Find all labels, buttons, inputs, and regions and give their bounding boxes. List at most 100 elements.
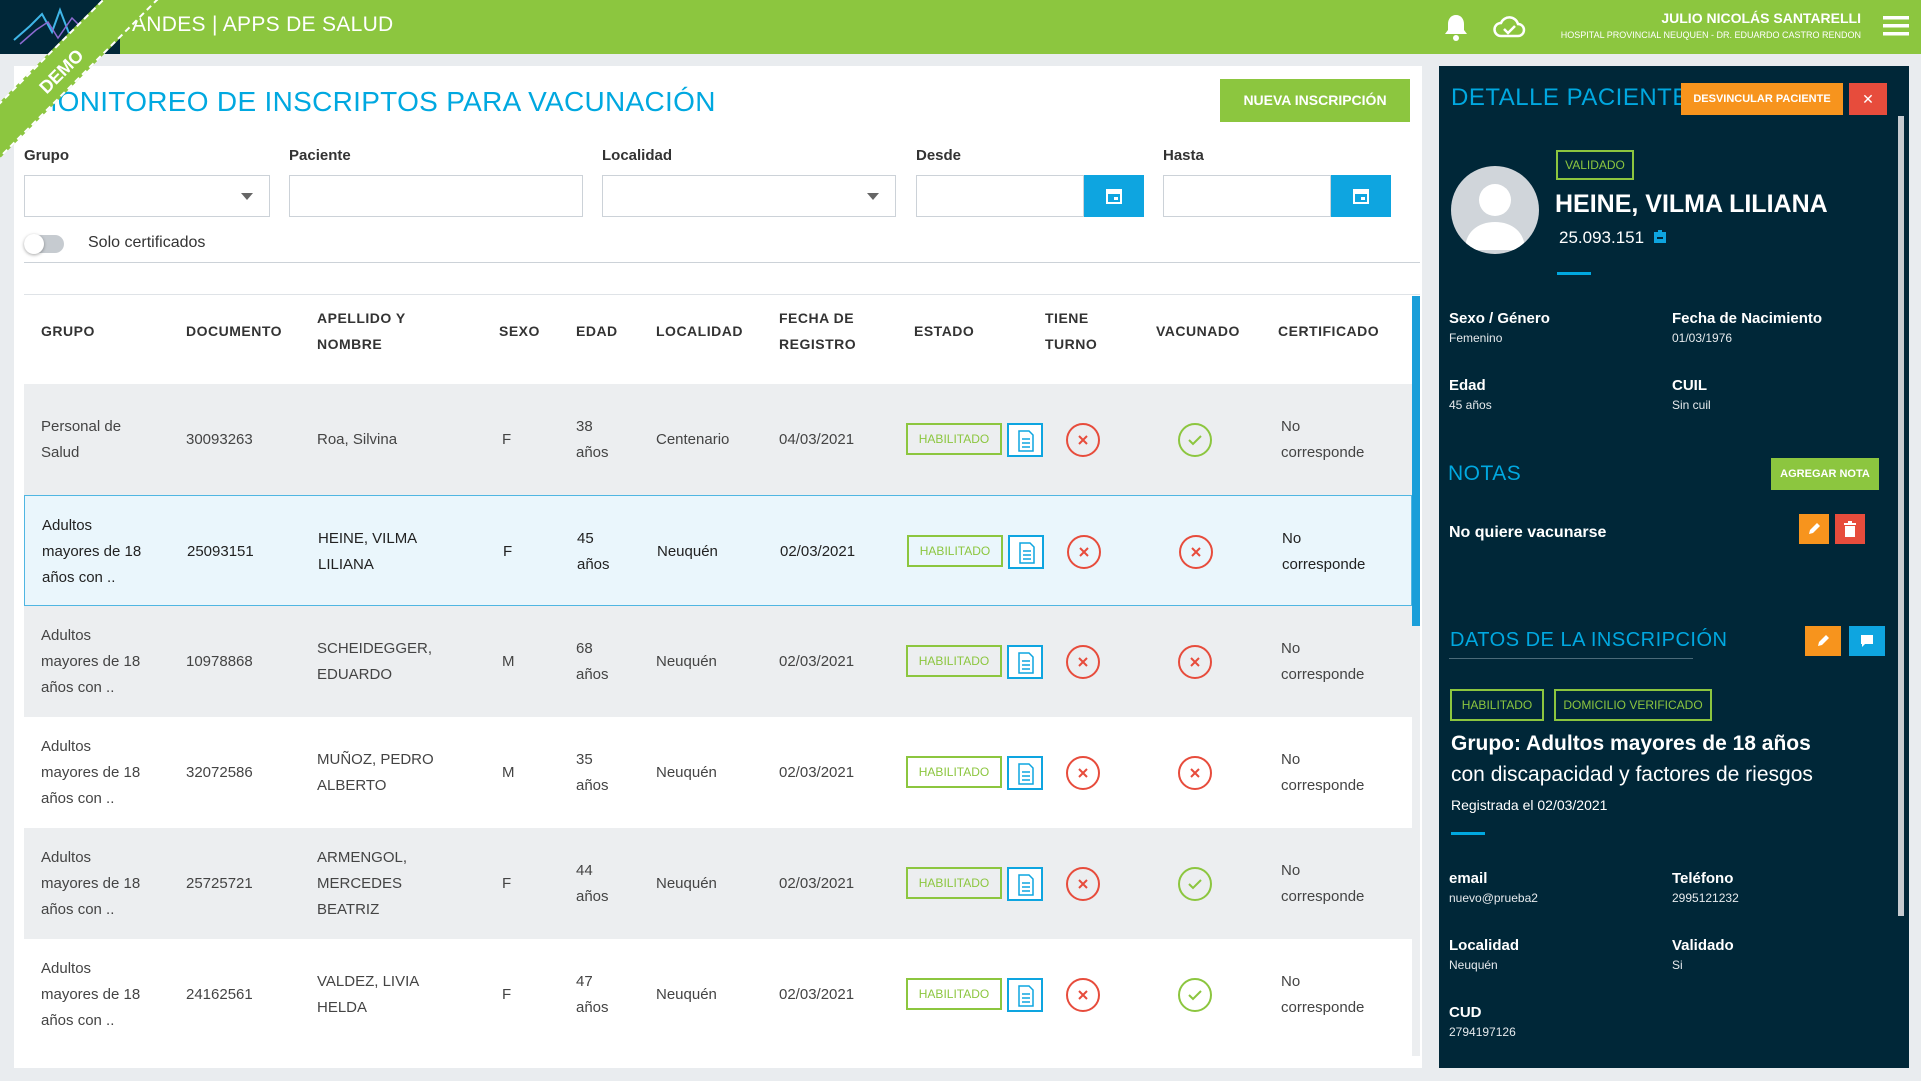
check-circle-icon	[1178, 422, 1212, 457]
grupo-select[interactable]	[24, 175, 270, 217]
divider	[1449, 658, 1693, 659]
inscriptos-table: GRUPO DOCUMENTO APELLIDO Y NOMBRE SEXO E…	[24, 296, 1412, 1056]
view-document-button[interactable]	[1007, 866, 1043, 901]
localidad-select[interactable]	[602, 175, 896, 217]
fecha-cell: 02/03/2021	[779, 763, 855, 781]
nombre-cell: HEINE, VILMA	[318, 529, 418, 547]
table-row[interactable]: Personal de Salud 30093263 Roa, Silvina F 38 a…	[24, 384, 1412, 495]
unlink-patient-button[interactable]: DESVINCULAR PACIENTE	[1681, 83, 1843, 115]
nombre-cell: MUÑOZ, PEDRO	[317, 750, 434, 768]
table-row[interactable]: Adultos mayores de 18 años con .. 25093151 H…	[24, 495, 1412, 606]
estado-badge: HABILITADO	[907, 534, 1003, 567]
bell-icon[interactable]	[1442, 12, 1470, 42]
hasta-calendar-button[interactable]	[1331, 175, 1391, 217]
certificado-cell: corresponde	[1281, 998, 1365, 1016]
avatar	[1451, 166, 1539, 254]
view-document-button[interactable]	[1007, 644, 1043, 679]
header-fecha-1[interactable]: FECHA DE	[779, 310, 855, 326]
solo-certificados-label: Solo certificados	[88, 234, 206, 251]
patient-detail-panel: DETALLE PACIENTE DESVINCULAR PACIENTE ✕ …	[1439, 66, 1909, 1068]
user-name: JULIO NICOLÁS SANTARELLI	[1661, 10, 1861, 26]
cud-label: CUD	[1449, 1004, 1482, 1021]
certificado-cell: No	[1281, 417, 1301, 435]
certificado-cell: No	[1281, 861, 1301, 879]
new-inscription-button[interactable]: NUEVA INSCRIPCIÓN	[1220, 79, 1410, 122]
header-apellido-2[interactable]: NOMBRE	[317, 336, 383, 352]
user-silhouette-icon	[1465, 184, 1525, 250]
patient-name: HEINE, VILMA LILIANA	[1555, 190, 1828, 218]
close-panel-button[interactable]: ✕	[1849, 83, 1887, 115]
paciente-label: Paciente	[289, 147, 351, 164]
header-vacunado[interactable]: VACUNADO	[1156, 323, 1240, 339]
table-row[interactable]: Adultos mayores de 18 años con .. 24162561 V…	[24, 939, 1412, 1050]
header-apellido-1[interactable]: APELLIDO Y	[317, 310, 406, 326]
header-edad[interactable]: EDAD	[576, 323, 618, 339]
certificado-cell: corresponde	[1281, 665, 1365, 683]
view-document-button[interactable]	[1008, 534, 1044, 569]
user-info[interactable]: JULIO NICOLÁS SANTARELLI HOSPITAL PROVIN…	[1561, 10, 1861, 40]
nombre-cell: VALDEZ, LIVIA	[317, 972, 420, 990]
grupo-cell: Adultos	[41, 848, 92, 866]
notes-title: NOTAS	[1448, 462, 1522, 485]
header-turno-2[interactable]: TURNO	[1045, 336, 1098, 352]
status-badge: VALIDADO	[1556, 150, 1634, 180]
delete-note-button[interactable]	[1835, 514, 1865, 544]
detail-scrollbar[interactable]	[1898, 116, 1904, 916]
grupo-label: Grupo	[24, 147, 69, 164]
edit-note-button[interactable]	[1799, 514, 1829, 544]
chevron-down-icon	[241, 193, 253, 200]
x-circle-icon	[1178, 755, 1212, 790]
solo-certificados-toggle[interactable]	[24, 234, 64, 254]
fecha-cell: 02/03/2021	[779, 985, 855, 1003]
comment-icon	[1861, 635, 1873, 647]
divider	[1451, 832, 1485, 835]
id-card-icon	[1653, 230, 1666, 243]
header-localidad[interactable]: LOCALIDAD	[656, 323, 743, 339]
x-circle-icon	[1066, 755, 1100, 790]
menu-icon[interactable]	[1883, 15, 1909, 37]
nombre-cell: ARMENGOL,	[317, 848, 408, 866]
grupo-cell: Adultos	[41, 737, 92, 755]
certificado-cell: corresponde	[1281, 887, 1365, 905]
nombre-cell: EDUARDO	[317, 665, 393, 683]
nombre-cell: ALBERTO	[317, 776, 387, 794]
header-sexo[interactable]: SEXO	[499, 323, 540, 339]
table-scrollbar[interactable]	[1412, 296, 1420, 1056]
x-circle-icon	[1066, 422, 1100, 457]
documento-cell: 24162561	[186, 985, 253, 1003]
header-documento[interactable]: DOCUMENTO	[186, 323, 283, 339]
header-estado[interactable]: ESTADO	[914, 323, 975, 339]
hasta-input[interactable]	[1163, 175, 1331, 217]
table-row[interactable]: Adultos mayores de 18 años con .. 25725721 A…	[24, 828, 1412, 939]
grupo-heading: Grupo: Adultos mayores de 18 años	[1451, 732, 1811, 755]
add-note-button[interactable]: AGREGAR NOTA	[1771, 458, 1879, 490]
paciente-input[interactable]	[289, 175, 583, 217]
header-certificado[interactable]: CERTIFICADO	[1278, 323, 1380, 339]
document-icon	[1018, 984, 1034, 1007]
edit-inscription-button[interactable]	[1805, 626, 1841, 656]
view-document-button[interactable]	[1007, 755, 1043, 790]
grupo-cell: años con ..	[41, 900, 115, 918]
cloud-sync-icon[interactable]	[1492, 14, 1526, 40]
grupo-cell: mayores de 18	[41, 874, 141, 892]
header-turno-1[interactable]: TIENE	[1045, 310, 1089, 326]
divider	[24, 294, 1420, 295]
view-document-button[interactable]	[1007, 422, 1043, 457]
edad-cell: años	[576, 998, 609, 1016]
estado-badge: HABILITADO	[906, 755, 1002, 788]
divider	[1557, 272, 1591, 275]
view-document-button[interactable]	[1007, 977, 1043, 1012]
certificado-cell: corresponde	[1281, 776, 1365, 794]
header-grupo[interactable]: GRUPO	[41, 323, 95, 339]
table-scrollbar-thumb[interactable]	[1412, 296, 1420, 626]
cud-value: 2794197126	[1449, 1025, 1516, 1039]
comment-inscription-button[interactable]	[1849, 626, 1885, 656]
grupo-cell: Adultos	[41, 626, 92, 644]
cuil-label: CUIL	[1672, 377, 1707, 394]
desde-calendar-button[interactable]	[1084, 175, 1144, 217]
table-row[interactable]: Adultos mayores de 18 años con .. 32072586 M…	[24, 717, 1412, 828]
header-fecha-2[interactable]: REGISTRO	[779, 336, 857, 352]
desde-input[interactable]	[916, 175, 1084, 217]
table-row[interactable]: Adultos mayores de 18 años con .. 10978868 S…	[24, 606, 1412, 717]
grupo-cell: mayores de 18	[42, 542, 142, 560]
